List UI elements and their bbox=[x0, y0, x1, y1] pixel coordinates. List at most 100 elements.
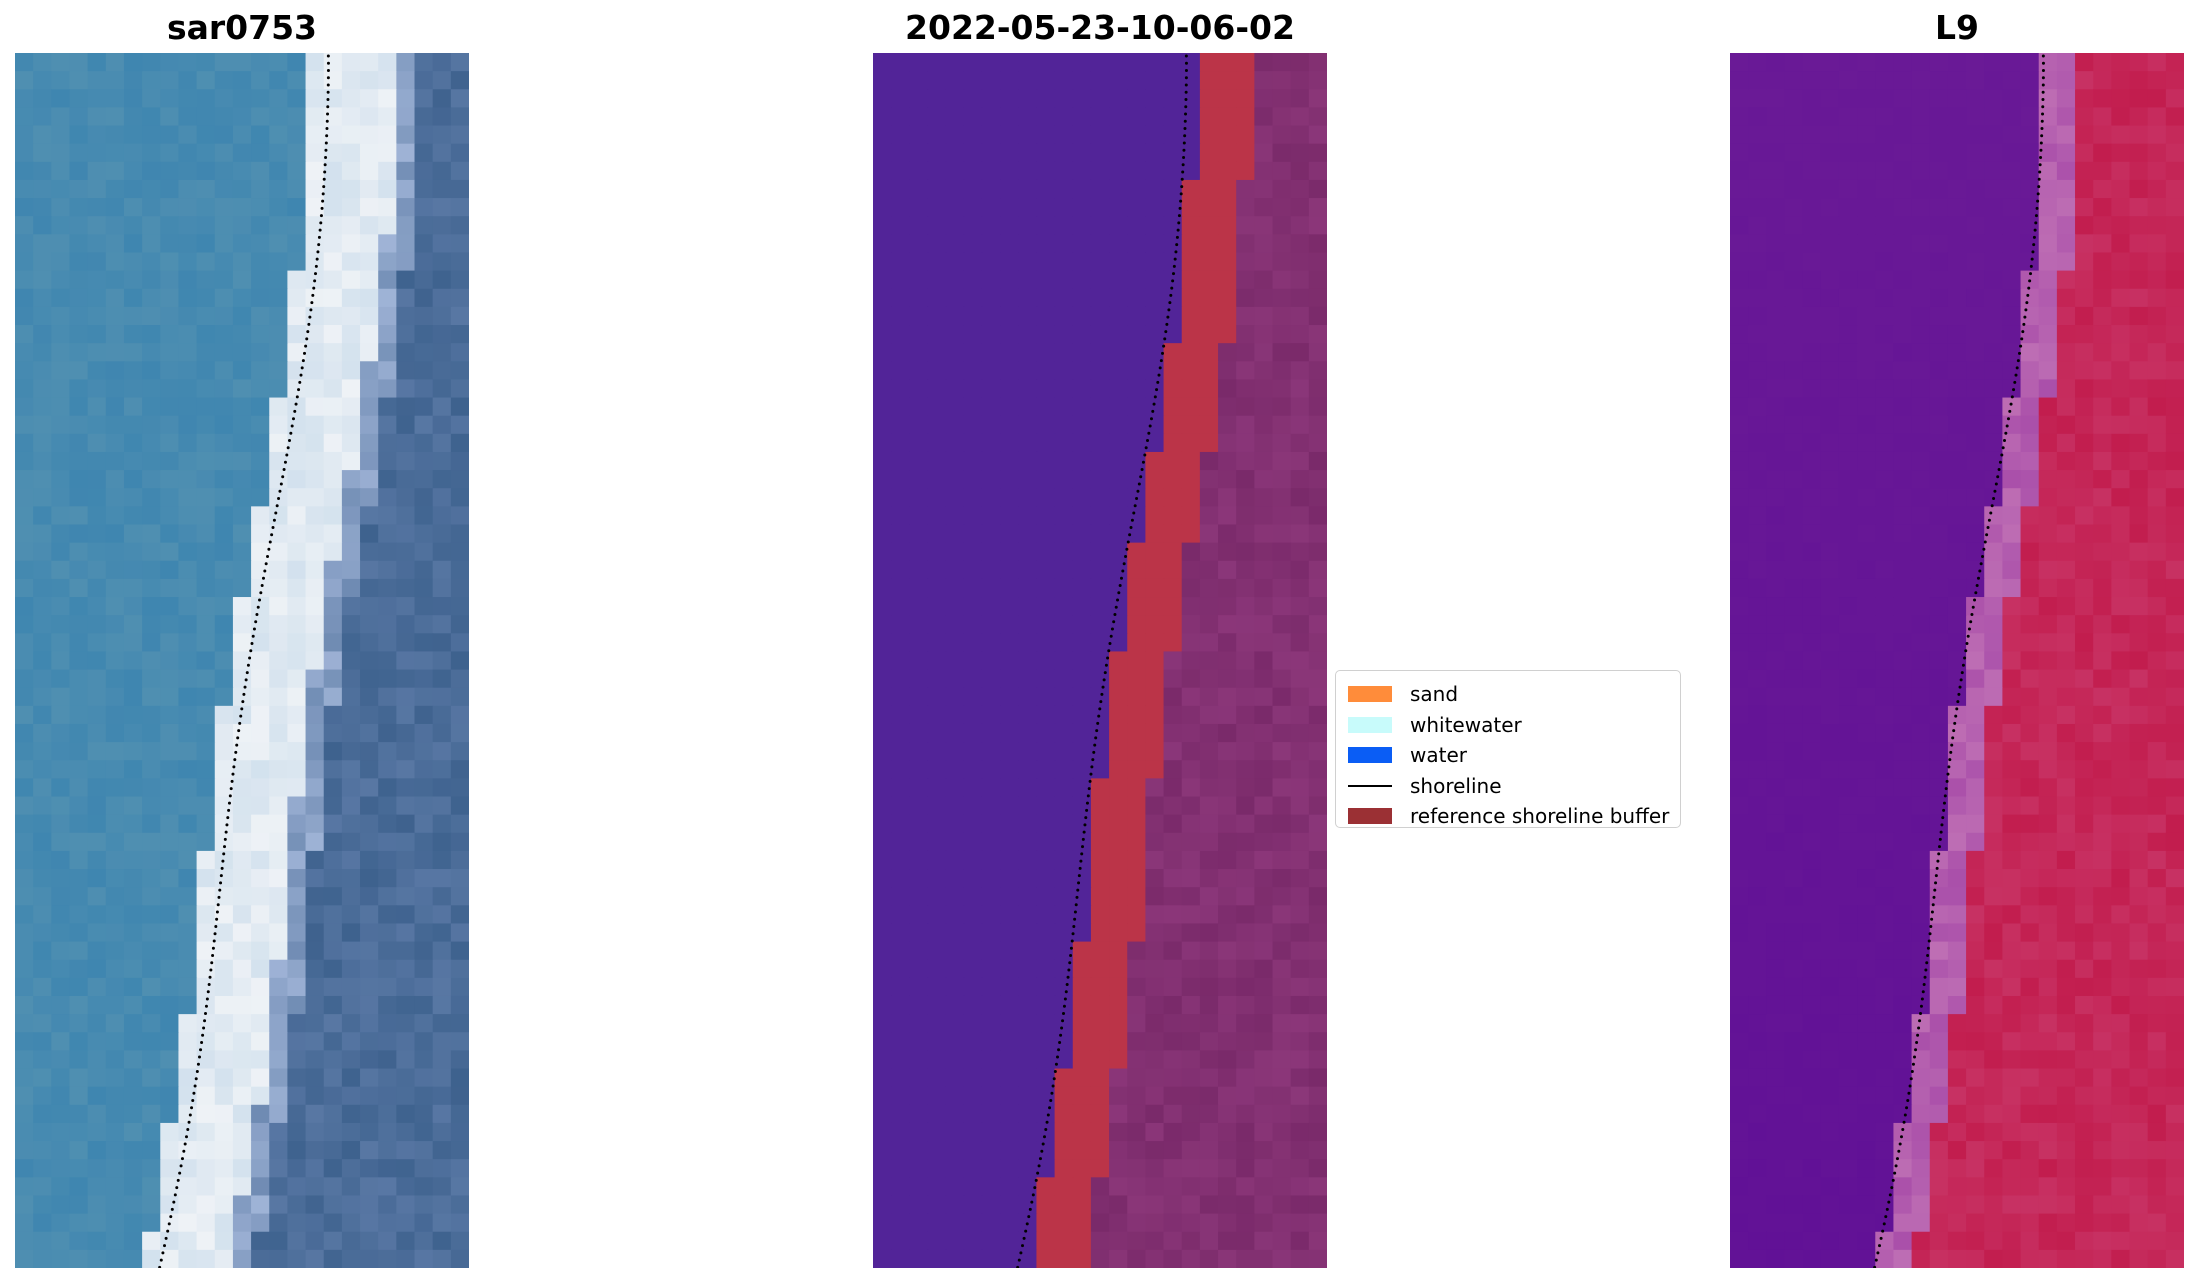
image-pixel bbox=[2002, 923, 2022, 943]
image-pixel bbox=[378, 995, 397, 1015]
image-pixel bbox=[2056, 143, 2076, 163]
image-pixel bbox=[87, 869, 107, 888]
image-pixel bbox=[981, 597, 1001, 616]
legend-swatch-reference-buffer bbox=[1348, 808, 1392, 825]
image-pixel bbox=[1236, 1141, 1255, 1160]
shoreline-dot bbox=[215, 917, 219, 921]
image-pixel bbox=[981, 361, 1001, 381]
image-pixel bbox=[69, 198, 89, 217]
image-pixel bbox=[1054, 560, 1074, 580]
shoreline-dot bbox=[216, 903, 220, 907]
shoreline-dot bbox=[1128, 533, 1132, 537]
image-pixel bbox=[2111, 71, 2131, 90]
image-pixel bbox=[1857, 252, 1876, 272]
image-pixel bbox=[1893, 161, 1913, 181]
image-pixel bbox=[396, 615, 416, 634]
image-pixel bbox=[1090, 560, 1110, 580]
shoreline-dot bbox=[199, 1048, 203, 1052]
image-pixel bbox=[1802, 506, 1822, 526]
image-pixel bbox=[232, 433, 252, 453]
image-pixel bbox=[105, 651, 125, 671]
image-pixel bbox=[450, 1032, 469, 1051]
image-pixel bbox=[251, 1086, 270, 1106]
image-pixel bbox=[1018, 941, 1038, 961]
image-pixel bbox=[287, 179, 307, 199]
image-pixel bbox=[1218, 125, 1237, 145]
image-pixel bbox=[1218, 1141, 1237, 1160]
image-pixel bbox=[2093, 850, 2112, 870]
image-pixel bbox=[160, 869, 180, 888]
image-pixel bbox=[2020, 959, 2040, 979]
shoreline-dot bbox=[167, 1222, 171, 1226]
image-pixel bbox=[1163, 433, 1183, 453]
image-pixel bbox=[323, 125, 343, 145]
image-pixel bbox=[178, 1249, 198, 1268]
image-pixel bbox=[963, 1177, 983, 1197]
image-pixel bbox=[927, 832, 947, 852]
image-pixel bbox=[1893, 977, 1913, 997]
image-pixel bbox=[142, 977, 161, 997]
image-pixel bbox=[2165, 252, 2184, 272]
image-pixel bbox=[178, 542, 198, 562]
image-pixel bbox=[1966, 107, 1985, 127]
image-pixel bbox=[196, 415, 216, 435]
shoreline-dot bbox=[1184, 98, 1188, 102]
image-pixel bbox=[269, 995, 288, 1015]
shoreline-dot bbox=[321, 192, 325, 196]
image-pixel bbox=[1857, 760, 1876, 779]
image-pixel bbox=[123, 288, 143, 308]
image-pixel bbox=[1947, 687, 1967, 707]
image-pixel bbox=[450, 306, 469, 326]
image-pixel bbox=[214, 107, 234, 127]
image-pixel bbox=[69, 488, 89, 507]
image-pixel bbox=[891, 415, 910, 435]
image-pixel bbox=[69, 1141, 89, 1160]
image-pixel bbox=[945, 325, 965, 344]
image-pixel bbox=[287, 705, 307, 725]
image-pixel bbox=[2165, 687, 2184, 707]
image-pixel bbox=[1218, 651, 1237, 671]
image-pixel bbox=[963, 869, 983, 888]
image-pixel bbox=[1966, 723, 1985, 743]
image-pixel bbox=[963, 760, 983, 779]
image-pixel bbox=[1929, 198, 1949, 217]
shoreline-dot bbox=[193, 1084, 197, 1088]
image-pixel bbox=[1802, 488, 1822, 507]
image-pixel bbox=[269, 53, 288, 72]
image-pixel bbox=[105, 470, 125, 489]
image-pixel bbox=[1000, 1159, 1019, 1178]
image-pixel bbox=[323, 143, 343, 163]
image-pixel bbox=[123, 470, 143, 489]
image-pixel bbox=[305, 288, 325, 308]
image-pixel bbox=[1036, 488, 1056, 507]
image-pixel bbox=[305, 887, 325, 906]
image-pixel bbox=[1090, 451, 1110, 471]
shoreline-dot bbox=[1031, 1193, 1035, 1197]
shoreline-dot bbox=[1038, 1157, 1042, 1161]
image-pixel bbox=[214, 125, 234, 145]
image-pixel bbox=[69, 252, 89, 272]
image-pixel bbox=[1018, 615, 1038, 634]
image-pixel bbox=[1308, 1249, 1327, 1268]
image-pixel bbox=[981, 397, 1001, 417]
image-pixel bbox=[414, 778, 434, 798]
image-pixel bbox=[1254, 923, 1274, 943]
image-pixel bbox=[1308, 1195, 1327, 1215]
image-pixel bbox=[2056, 723, 2076, 743]
image-pixel bbox=[232, 1050, 252, 1070]
image-pixel bbox=[1090, 796, 1110, 816]
image-pixel bbox=[1911, 361, 1931, 381]
image-pixel bbox=[1181, 125, 1201, 145]
image-pixel bbox=[432, 288, 452, 308]
image-pixel bbox=[1875, 397, 1895, 417]
image-pixel bbox=[1127, 578, 1146, 598]
image-pixel bbox=[891, 270, 910, 290]
image-pixel bbox=[981, 234, 1001, 254]
shoreline-dot bbox=[232, 765, 236, 769]
image-pixel bbox=[1054, 869, 1074, 888]
image-pixel bbox=[2020, 107, 2040, 127]
image-pixel bbox=[1090, 1050, 1110, 1070]
image-pixel bbox=[1090, 814, 1110, 834]
image-pixel bbox=[1054, 470, 1074, 489]
image-pixel bbox=[1254, 850, 1274, 870]
